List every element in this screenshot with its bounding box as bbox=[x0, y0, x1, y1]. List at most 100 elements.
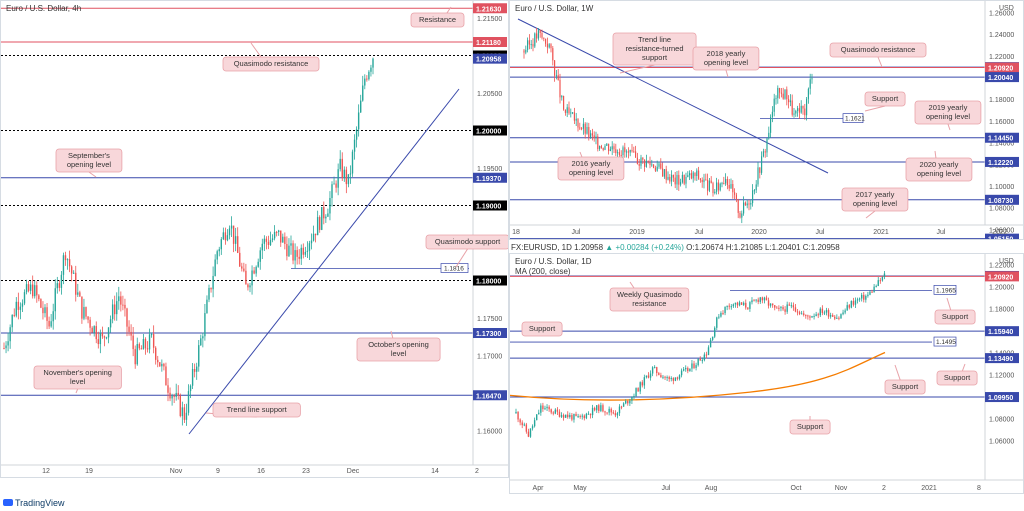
candle-body bbox=[738, 302, 741, 306]
candle-body bbox=[595, 136, 597, 139]
annotation-box bbox=[841, 187, 909, 212]
candle-body bbox=[29, 284, 32, 291]
candle-body bbox=[249, 285, 251, 288]
candle-body bbox=[214, 259, 216, 276]
candle-body bbox=[247, 284, 249, 288]
candle-body bbox=[879, 280, 882, 282]
candle-body bbox=[536, 414, 538, 421]
candle-body bbox=[608, 408, 610, 413]
annotation-label: September's opening level bbox=[67, 151, 112, 169]
h4-chart-panel[interactable]: 1.216301.211801.210001.200001.193701.190… bbox=[0, 0, 509, 478]
candle-body bbox=[703, 354, 706, 361]
candle-body bbox=[678, 375, 681, 379]
candle-body bbox=[111, 304, 114, 320]
tradingview-brand[interactable]: TradingView bbox=[3, 498, 65, 508]
candle-body bbox=[809, 79, 811, 89]
candle-body bbox=[569, 415, 571, 418]
annotation-label: Trend line resistance-turned support bbox=[626, 35, 684, 62]
candle-body bbox=[714, 191, 716, 194]
candle-body bbox=[610, 408, 612, 413]
candle-body bbox=[786, 89, 788, 100]
candle-body bbox=[712, 183, 714, 194]
candle-body bbox=[525, 424, 528, 432]
candle-body bbox=[800, 313, 803, 315]
candle-body bbox=[635, 151, 637, 158]
date-tick-label: 9 bbox=[216, 468, 220, 475]
date-tick-label: Nov bbox=[170, 468, 183, 475]
candle-body bbox=[645, 375, 648, 378]
annotation-box bbox=[914, 100, 982, 125]
candle-body bbox=[189, 385, 192, 392]
candle-body bbox=[784, 89, 786, 99]
annotation-pointer bbox=[865, 210, 876, 219]
candle-body bbox=[79, 292, 81, 297]
candle-body bbox=[27, 284, 30, 291]
annotation-box bbox=[936, 370, 978, 386]
candle-body bbox=[558, 411, 561, 417]
w1-chart-panel[interactable]: 1.1621USD1.260001.240001.220001.200001.1… bbox=[509, 0, 1024, 240]
candle-body bbox=[48, 320, 50, 327]
ohlc-readout: FX:EURUSD, 1D 1.20958 ▲ +0.00284 (+0.24%… bbox=[511, 243, 840, 252]
candle-body bbox=[717, 182, 719, 191]
candle-body bbox=[660, 375, 662, 378]
d1-chart-panel[interactable]: 1.19651.1495USD1.220001.200001.180001.16… bbox=[509, 253, 1024, 494]
d1-chart[interactable]: 1.19651.1495USD1.220001.200001.180001.16… bbox=[510, 254, 1024, 494]
candle-body bbox=[752, 190, 754, 204]
candle-body bbox=[698, 170, 700, 179]
candle-body bbox=[658, 373, 660, 376]
candle-body bbox=[169, 392, 171, 399]
candle-body bbox=[692, 172, 694, 179]
candle-body bbox=[711, 336, 714, 340]
w1-chart[interactable]: 1.1621USD1.260001.240001.220001.200001.1… bbox=[510, 1, 1024, 240]
level-price-tag bbox=[473, 125, 507, 136]
candle-body bbox=[791, 100, 793, 115]
candle-body bbox=[46, 307, 48, 321]
date-tick-label: May bbox=[573, 485, 587, 492]
candle-body bbox=[678, 174, 680, 185]
candle-body bbox=[517, 411, 519, 420]
candle-body bbox=[319, 217, 321, 230]
date-tick-label: Jul bbox=[695, 229, 704, 236]
candle-body bbox=[832, 315, 834, 317]
candle-body bbox=[875, 285, 877, 287]
candle-body bbox=[181, 407, 184, 417]
candle-body bbox=[159, 362, 161, 367]
date-tick-label: Nov bbox=[835, 485, 848, 492]
level-price-tag bbox=[985, 156, 1019, 167]
candle-body bbox=[560, 415, 563, 417]
date-tick-label: Oct bbox=[791, 485, 802, 492]
candle-body bbox=[331, 184, 333, 199]
annotation-box bbox=[864, 91, 906, 107]
price-tick-label: 1.18000 bbox=[989, 307, 1014, 314]
candle-body bbox=[95, 326, 97, 340]
candle-body bbox=[275, 231, 278, 233]
h4-chart[interactable]: 1.216301.211801.210001.200001.193701.190… bbox=[1, 1, 509, 478]
candle-body bbox=[730, 184, 732, 189]
candle-body bbox=[811, 78, 813, 80]
candle-body bbox=[237, 236, 239, 253]
candle-body bbox=[614, 413, 617, 416]
candle-body bbox=[103, 336, 106, 338]
candle-body bbox=[668, 377, 670, 379]
candle-body bbox=[122, 304, 124, 306]
level-price-tag bbox=[473, 200, 507, 211]
candle-body bbox=[716, 182, 718, 192]
candle-body bbox=[627, 400, 629, 404]
candle-body bbox=[140, 348, 143, 350]
price-tick-label: 1.08000 bbox=[989, 417, 1014, 424]
candle-body bbox=[782, 93, 784, 99]
candle-body bbox=[171, 396, 173, 399]
candle-body bbox=[582, 123, 584, 129]
candle-body bbox=[604, 145, 606, 150]
annotation-label: Resistance bbox=[419, 15, 456, 24]
price-tick-label: 1.21500 bbox=[477, 16, 502, 23]
candle-body bbox=[126, 308, 128, 327]
candle-body bbox=[40, 299, 42, 308]
annotation-pointer bbox=[947, 123, 951, 131]
candle-body bbox=[620, 406, 623, 408]
candle-body bbox=[682, 369, 685, 371]
candle-body bbox=[667, 176, 669, 180]
candle-body bbox=[538, 412, 540, 415]
candle-body bbox=[651, 164, 653, 166]
candle-body bbox=[259, 250, 261, 262]
